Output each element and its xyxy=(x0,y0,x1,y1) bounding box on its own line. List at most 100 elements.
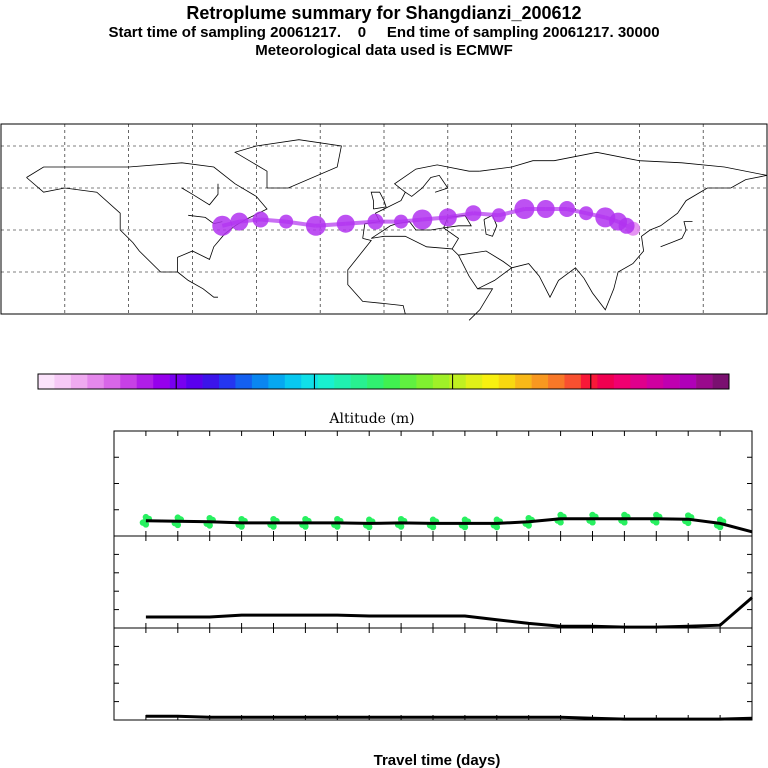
end-label: End time of sampling xyxy=(386,24,539,41)
colorbar-swatch xyxy=(679,374,697,389)
colorbar-swatch xyxy=(432,374,450,389)
colorbar-swatch xyxy=(383,374,401,389)
colorbar-swatch xyxy=(416,374,434,389)
altitude-scatter-point xyxy=(653,511,660,519)
altitude-scatter-point xyxy=(525,514,532,522)
colorbar-swatch xyxy=(202,374,220,389)
map-coastline xyxy=(234,139,342,189)
plume-marker xyxy=(465,205,482,222)
colorbar-swatch xyxy=(548,374,565,389)
plume-marker xyxy=(367,213,384,230)
colorbar-swatch xyxy=(120,374,138,389)
colorbar-swatch xyxy=(268,374,286,389)
altitude-scatter-point xyxy=(621,511,628,519)
plume-marker xyxy=(279,214,294,229)
plume-marker xyxy=(579,206,594,221)
colorbar-swatch xyxy=(235,374,253,389)
altitude-scatter-point xyxy=(270,516,277,523)
colorbar-swatch xyxy=(169,374,187,389)
colorbar-swatch xyxy=(317,374,335,389)
plume-marker xyxy=(212,215,233,236)
altitude-scatter-point xyxy=(397,516,405,523)
plume-marker xyxy=(514,199,535,219)
colorbar-swatch xyxy=(251,374,269,389)
colorbar-swatch xyxy=(284,374,302,389)
altitude-scatter-point xyxy=(685,512,692,519)
colorbar-swatch xyxy=(399,374,417,389)
colorbar-swatch xyxy=(70,374,88,389)
colorbar-swatch xyxy=(696,374,713,389)
map-coastline xyxy=(511,175,768,311)
panel-abl xyxy=(113,535,753,629)
panel-frame xyxy=(113,535,753,629)
colorbar-border xyxy=(37,373,730,390)
colorbar-swatch xyxy=(87,374,105,389)
colorbar-swatch xyxy=(515,374,532,389)
plume-marker xyxy=(558,201,575,217)
plume-marker xyxy=(412,209,433,230)
altitude-scatter-point xyxy=(429,516,437,523)
colorbar-swatch xyxy=(613,374,631,389)
plume-marker xyxy=(252,211,269,228)
colorbar-swatch xyxy=(54,374,72,389)
colorbar-swatch xyxy=(449,374,467,389)
map-frame xyxy=(0,123,768,315)
panel-alt xyxy=(113,430,753,537)
colorbar-swatch xyxy=(465,374,483,389)
map-coastline xyxy=(660,221,693,248)
world-map xyxy=(0,123,768,321)
x-axis-label: Travel time (days) xyxy=(374,752,501,768)
title-block: Retroplume summary for Shangdianzi_20061… xyxy=(0,2,768,60)
altitude-scatter-point xyxy=(366,516,373,523)
map-coastlines xyxy=(26,139,768,321)
colorbar-swatch xyxy=(367,374,384,389)
plume-marker xyxy=(536,200,555,218)
altitude-scatter-point xyxy=(589,511,596,519)
colorbar-swatch xyxy=(482,374,499,389)
plume-marker xyxy=(438,208,457,227)
panel-str xyxy=(113,627,753,721)
colorbar-swatch xyxy=(218,374,236,389)
colorbar-swatch xyxy=(334,374,351,389)
colorbar-swatch xyxy=(564,374,582,389)
map-coastline xyxy=(347,238,406,315)
altitude-scatter-point xyxy=(493,516,500,523)
altitude-scatter-point xyxy=(716,516,724,523)
chart-title: Retroplume summary for Shangdianzi_20061… xyxy=(186,3,582,23)
plume-marker xyxy=(336,214,355,233)
altitude-scatter-point xyxy=(461,516,469,523)
colorbar-swatch xyxy=(38,374,55,389)
colorbar-swatch xyxy=(103,374,121,389)
altitude-scatter-point xyxy=(238,516,245,523)
colorbar xyxy=(37,373,730,390)
altitude-scatter-point xyxy=(174,514,181,521)
map-coastline xyxy=(479,151,768,176)
panel-frame xyxy=(113,627,753,721)
plume-marker xyxy=(491,208,506,223)
colorbar-swatch xyxy=(301,374,318,389)
colorbar-swatch xyxy=(153,374,170,389)
map-coastline xyxy=(181,183,219,206)
map-coastline xyxy=(405,174,449,197)
colorbar-swatch xyxy=(498,374,516,389)
series-line xyxy=(145,714,753,721)
colorbar-swatch xyxy=(531,374,549,389)
plume-marker xyxy=(305,215,326,236)
altitude-scatter-point xyxy=(557,511,564,519)
plume-marker xyxy=(394,214,409,229)
timeseries-panels xyxy=(113,430,753,721)
end-value: 20061217. 30000 xyxy=(542,24,660,41)
colorbar-swatch xyxy=(580,374,598,389)
met-data-label: Meteorological data used is ECMWF xyxy=(255,42,513,59)
altitude-scatter-point xyxy=(206,514,213,522)
colorbar-swatch xyxy=(597,374,615,389)
start-value: 20061217. 0 xyxy=(270,24,367,41)
map-coastline xyxy=(177,271,218,298)
colorbar-swatch xyxy=(630,374,648,389)
colorbar-label: Altitude (m) xyxy=(328,411,414,427)
altitude-scatter-point xyxy=(334,516,341,523)
plume-marker xyxy=(230,212,249,231)
start-label: Start time of sampling xyxy=(108,24,266,41)
colorbar-swatch xyxy=(663,374,680,389)
